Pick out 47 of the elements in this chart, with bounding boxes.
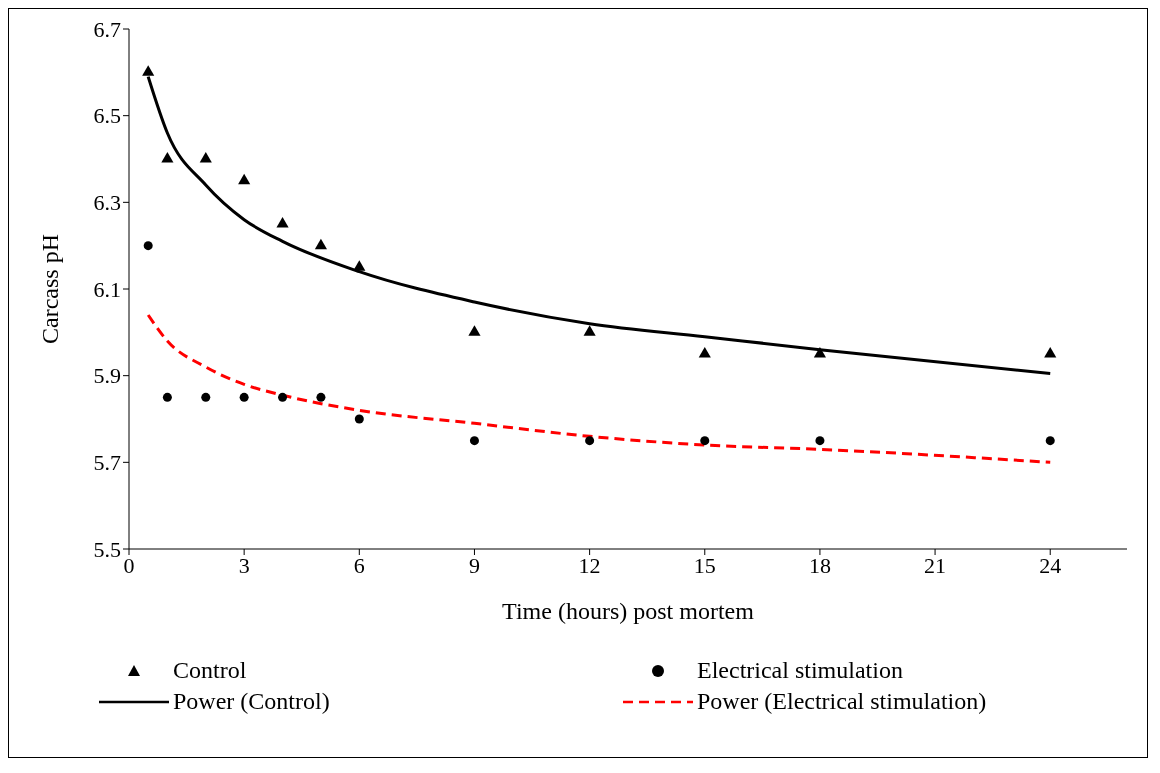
point — [1045, 436, 1055, 446]
y-tick-label: 5.9 — [93, 363, 121, 389]
point — [314, 238, 327, 250]
legend-label: Power (Electrical stimulation) — [697, 688, 987, 715]
y-tick-label: 5.7 — [93, 450, 121, 476]
y-tick-label: 6.1 — [93, 276, 121, 302]
point — [698, 346, 711, 358]
point — [162, 392, 172, 402]
point — [583, 325, 596, 336]
point — [469, 436, 479, 446]
point — [161, 151, 174, 163]
y-tick-label: 6.5 — [93, 103, 121, 129]
legend-label: Control — [173, 657, 247, 684]
point — [468, 325, 481, 336]
point — [199, 151, 212, 163]
point — [1044, 346, 1057, 358]
x-tick-label: 3 — [238, 552, 250, 578]
point — [353, 260, 366, 271]
y-tick-label: 5.5 — [93, 536, 121, 562]
point — [700, 436, 710, 446]
point — [238, 173, 251, 185]
point — [316, 392, 326, 402]
x-tick-label: 18 — [808, 552, 831, 578]
point — [354, 414, 364, 424]
point — [276, 216, 289, 228]
x-tick-label: 6 — [353, 552, 365, 578]
point — [142, 65, 155, 76]
point — [278, 392, 288, 402]
y-tick-label: 6.3 — [93, 190, 121, 216]
point — [143, 241, 153, 251]
point — [815, 436, 825, 446]
line-series — [146, 313, 1052, 464]
x-tick-label: 9 — [468, 552, 480, 578]
x-tick-label: 24 — [1039, 552, 1062, 578]
x-tick-label: 21 — [924, 552, 947, 578]
point — [813, 346, 826, 358]
legend-label: Electrical stimulation — [697, 657, 903, 684]
y-tick-label: 6.7 — [93, 16, 121, 42]
x-tick-label: 15 — [693, 552, 716, 578]
x-tick-label: 0 — [123, 552, 135, 578]
y-axis-title: Carcass pH — [36, 234, 63, 344]
x-axis-title: Time (hours) post mortem — [502, 598, 755, 624]
x-tick-label: 12 — [578, 552, 601, 578]
point — [201, 392, 211, 402]
point — [585, 436, 595, 446]
point — [239, 392, 249, 402]
legend-label: Power (Control) — [173, 688, 330, 715]
